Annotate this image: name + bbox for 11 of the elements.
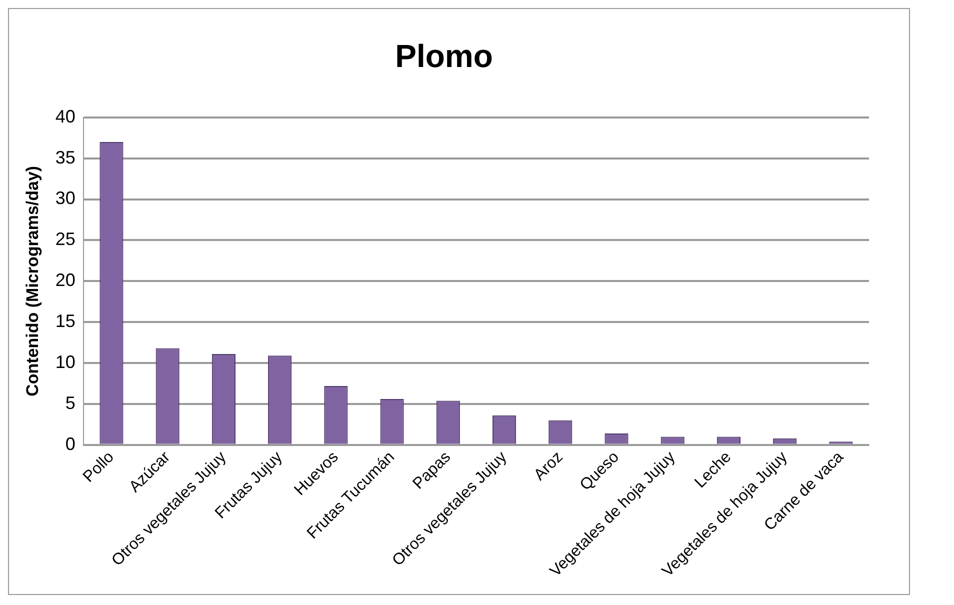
y-tick-label: 0 (65, 434, 76, 454)
y-axis-title: Contenido (Micrograms/day) (22, 166, 42, 396)
chart-title: Plomo (395, 38, 493, 74)
y-tick-label: 40 (55, 106, 76, 126)
y-tick-label: 20 (55, 270, 76, 290)
y-tick-label: 25 (55, 229, 76, 250)
y-tick-label: 30 (55, 188, 76, 208)
y-tick-label: 15 (55, 311, 76, 332)
y-tick-label: 10 (55, 352, 76, 372)
y-tick-label: 5 (65, 392, 76, 413)
y-tick-label: 35 (55, 147, 76, 168)
